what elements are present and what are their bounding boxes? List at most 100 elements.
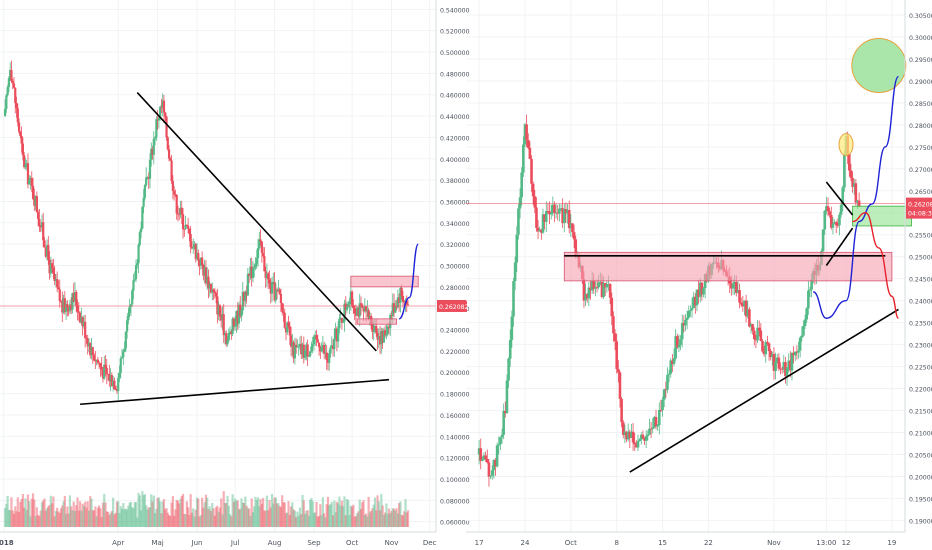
volume-bar: [348, 514, 351, 527]
candle-body: [234, 326, 237, 327]
candle-body: [363, 306, 366, 312]
candle-body: [47, 245, 50, 260]
left-annotations[interactable]: [80, 92, 419, 406]
candle-body: [376, 332, 379, 340]
volume-bar: [317, 515, 321, 527]
green-zone[interactable]: [852, 205, 912, 227]
candle-body: [772, 354, 776, 371]
candle-body: [345, 306, 349, 310]
candle-body: [756, 327, 759, 341]
candle-body: [610, 297, 614, 317]
candle-body: [690, 308, 694, 311]
candle-body: [128, 306, 131, 314]
candle-body: [54, 279, 58, 282]
candle-body: [282, 311, 285, 313]
volume-bar: [231, 494, 234, 527]
volume-bar: [295, 517, 298, 527]
candle-body: [176, 213, 180, 215]
candle-body: [608, 284, 612, 298]
candle-body: [680, 323, 684, 340]
volume-bar: [40, 502, 44, 527]
volume-bar: [251, 512, 255, 527]
right-price-axis[interactable]: 0.305000 0.300000 0.295000 0.290000 0.285000…: [906, 13, 932, 525]
trendline[interactable]: [825, 227, 854, 266]
candle-body: [142, 197, 145, 207]
candle-body: [85, 338, 88, 339]
green-circle-marker[interactable]: [851, 38, 907, 94]
candle-body: [839, 204, 843, 215]
left-price-axis[interactable]: 0.540000 0.520000 0.500000 0.480000 0.460000…: [437, 7, 470, 527]
candle-body: [669, 360, 673, 374]
pink-zone[interactable]: [563, 251, 893, 282]
candle-body: [156, 119, 159, 121]
right-time-axis[interactable]: 17 24 Oct 8 15 22 Nov 13:00 12 19: [475, 539, 897, 547]
candle-body: [676, 336, 679, 348]
candle-body: [793, 351, 797, 356]
candle-body: [267, 273, 270, 280]
volume-bar: [84, 501, 87, 527]
candle-body: [17, 122, 21, 132]
right-annotations[interactable]: [563, 38, 912, 473]
candle-body: [26, 163, 30, 185]
pink-zone[interactable]: [350, 275, 419, 288]
candle-body: [743, 300, 746, 307]
candle-body: [600, 281, 604, 297]
volume-bar: [7, 510, 10, 527]
volume-bar: [214, 507, 218, 527]
candle-body: [744, 300, 748, 317]
candle-body: [523, 124, 527, 145]
red-projection-curve[interactable]: [852, 212, 900, 319]
x-tick-label: 12: [842, 539, 851, 547]
blue-projection-curve[interactable]: [812, 75, 900, 319]
candle-body: [592, 281, 596, 289]
volume-bar: [364, 513, 368, 527]
candle-body: [599, 281, 602, 283]
volume-bar: [385, 503, 388, 527]
trendline[interactable]: [80, 378, 390, 406]
candle-body: [278, 289, 281, 294]
y-tick-label: 0.440000: [440, 114, 470, 121]
candle-body: [92, 355, 96, 361]
volume-bar: [296, 511, 299, 527]
volume-bar: [256, 497, 260, 527]
candle-body: [31, 185, 35, 199]
candle-body: [502, 410, 505, 435]
volume-bar: [207, 509, 210, 527]
trendline[interactable]: [136, 92, 377, 352]
candle-body: [195, 253, 199, 259]
volume-bar: [132, 507, 135, 527]
yellow-circle-marker[interactable]: [838, 133, 854, 157]
x-tick-label: 8: [614, 539, 618, 547]
right-chart-panel[interactable]: 0.305000 0.300000 0.295000 0.290000 0.285000…: [466, 0, 932, 547]
candle-body: [734, 282, 738, 293]
left-candles: [0, 60, 436, 400]
candle-body: [541, 214, 545, 233]
candle-body: [798, 337, 802, 351]
volume-bar: [246, 507, 249, 527]
candle-body: [286, 322, 289, 333]
candle-body: [805, 308, 809, 320]
y-tick-label: 0.210000: [909, 431, 932, 438]
left-chart-panel[interactable]: 0.540000 0.520000 0.500000 0.480000 0.460000…: [0, 0, 470, 547]
candle-body: [556, 212, 560, 214]
volume-bar: [359, 509, 363, 527]
volume-bar: [35, 507, 38, 527]
candle-body: [395, 306, 398, 308]
candle-body: [302, 344, 305, 358]
candle-body: [288, 326, 291, 336]
blue-projection-curve[interactable]: [398, 243, 419, 320]
trendline[interactable]: [629, 308, 899, 473]
candle-body: [248, 273, 251, 276]
candle-body: [262, 252, 265, 257]
volume-bar: [323, 513, 326, 527]
candle-body: [190, 246, 194, 249]
trendline[interactable]: [825, 181, 854, 216]
candle-body: [147, 177, 150, 179]
y-tick-label: 0.340000: [440, 221, 470, 228]
volume-bar: [82, 505, 85, 527]
pink-zone[interactable]: [356, 318, 397, 325]
candle-body: [73, 292, 77, 302]
candle-body: [293, 344, 297, 359]
candle-body: [201, 257, 204, 265]
